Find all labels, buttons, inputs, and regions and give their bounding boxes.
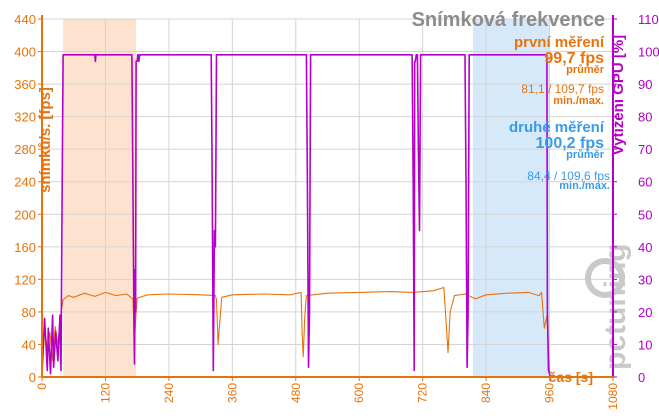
x-axis-label: čas [s]: [549, 369, 593, 385]
y-tick-right-label: 40: [638, 240, 652, 255]
y-tick-left-label: 200: [14, 207, 36, 222]
y-axis-left-label: snímků/s. [fps]: [37, 87, 54, 193]
y-axis-right-label: Vytížení GPU [%]: [610, 35, 627, 155]
series-line-2: [41, 53, 613, 378]
x-tick-label: 240: [162, 383, 176, 403]
run2-minmax-label: min./max.: [559, 180, 610, 192]
run2-minmax: 84,4 / 109,6 fps: [527, 169, 610, 183]
run1-name: první měření: [514, 34, 605, 51]
y-tick-right-label: 30: [638, 272, 652, 287]
y-tick-left-label: 320: [14, 110, 36, 125]
series-line-1: [41, 286, 553, 378]
x-tick-label: 840: [479, 383, 493, 403]
run1-average: 99,7 fps: [544, 50, 604, 67]
y-tick-left-label: 40: [22, 337, 36, 352]
x-tick-label: 720: [416, 383, 430, 403]
y-tick-right-label: 0: [638, 370, 645, 385]
y-tick-right-label: 70: [638, 142, 652, 157]
run2-average-label: průměr: [566, 149, 605, 161]
y-tick-right-label: 80: [638, 110, 652, 125]
x-tick-label: 360: [225, 383, 239, 403]
watermark-logo: [585, 258, 625, 298]
y-tick-left-label: 440: [14, 12, 36, 27]
x-tick-label: 600: [352, 383, 366, 403]
y-tick-left-label: 120: [14, 272, 36, 287]
run2-name: druhé měření: [509, 119, 605, 136]
y-tick-left-label: 240: [14, 175, 36, 190]
y-tick-right-label: 90: [638, 77, 652, 92]
y-tick-right-label: 20: [638, 305, 652, 320]
x-tick-label: 960: [543, 383, 557, 403]
x-tick-label: 120: [98, 383, 112, 403]
y-tick-left-label: 0: [29, 370, 36, 385]
y-tick-left-label: 360: [14, 77, 36, 92]
y-tick-right-label: 50: [638, 207, 652, 222]
x-tick-label: 1080: [606, 383, 620, 410]
x-tick-label: 0: [35, 383, 49, 390]
run1-average-label: průměr: [566, 64, 605, 76]
y-tick-left-label: 400: [14, 45, 36, 60]
y-tick-left-label: 280: [14, 142, 36, 157]
x-tick-label: 480: [289, 383, 303, 403]
run2-average: 100,2 fps: [536, 135, 605, 152]
run1-minmax: 81,1 / 109,7 fps: [521, 82, 604, 96]
highlight-region-2: [472, 19, 550, 377]
chart-title: Snímková frekvence: [412, 9, 605, 31]
highlight-region-1: [63, 19, 137, 377]
y-tick-right-label: 60: [638, 175, 652, 190]
y-tick-right-label: 110: [638, 12, 659, 27]
run1-minmax-label: min./max.: [553, 95, 604, 107]
y-tick-right-label: 100: [638, 45, 659, 60]
y-tick-left-label: 80: [22, 305, 36, 320]
y-tick-right-label: 10: [638, 337, 652, 352]
y-tick-left-label: 160: [14, 240, 36, 255]
